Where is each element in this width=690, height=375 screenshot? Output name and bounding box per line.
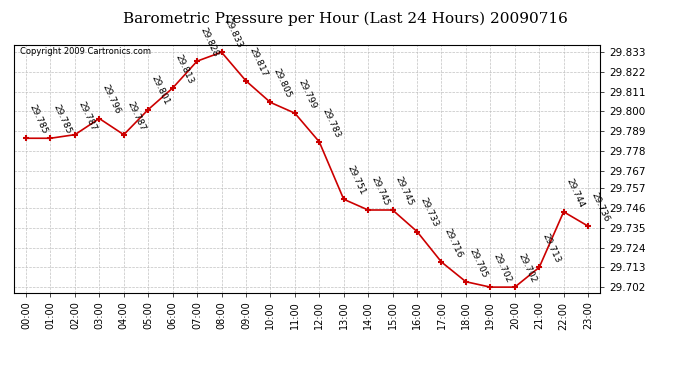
Text: 29.817: 29.817: [247, 46, 269, 78]
Text: 29.833: 29.833: [223, 17, 244, 50]
Text: 29.783: 29.783: [321, 107, 342, 139]
Text: 29.751: 29.751: [345, 164, 366, 196]
Text: 29.744: 29.744: [565, 177, 586, 209]
Text: 29.787: 29.787: [77, 99, 98, 132]
Text: 29.785: 29.785: [52, 103, 73, 135]
Text: 29.801: 29.801: [150, 74, 171, 107]
Text: 29.796: 29.796: [101, 83, 122, 116]
Text: 29.745: 29.745: [370, 175, 391, 207]
Text: 29.713: 29.713: [540, 232, 562, 265]
Text: 29.702: 29.702: [492, 252, 513, 284]
Text: Copyright 2009 Cartronics.com: Copyright 2009 Cartronics.com: [19, 48, 150, 57]
Text: 29.828: 29.828: [199, 26, 220, 58]
Text: 29.702: 29.702: [516, 252, 538, 284]
Text: Barometric Pressure per Hour (Last 24 Hours) 20090716: Barometric Pressure per Hour (Last 24 Ho…: [123, 11, 567, 26]
Text: 29.787: 29.787: [125, 99, 147, 132]
Text: 29.745: 29.745: [394, 175, 415, 207]
Text: 29.799: 29.799: [296, 78, 317, 110]
Text: 29.705: 29.705: [467, 247, 489, 279]
Text: 29.716: 29.716: [443, 227, 464, 259]
Text: 29.736: 29.736: [589, 191, 611, 224]
Text: 29.733: 29.733: [418, 196, 440, 229]
Text: 29.785: 29.785: [28, 103, 49, 135]
Text: 29.805: 29.805: [272, 67, 293, 100]
Text: 29.813: 29.813: [174, 53, 195, 85]
